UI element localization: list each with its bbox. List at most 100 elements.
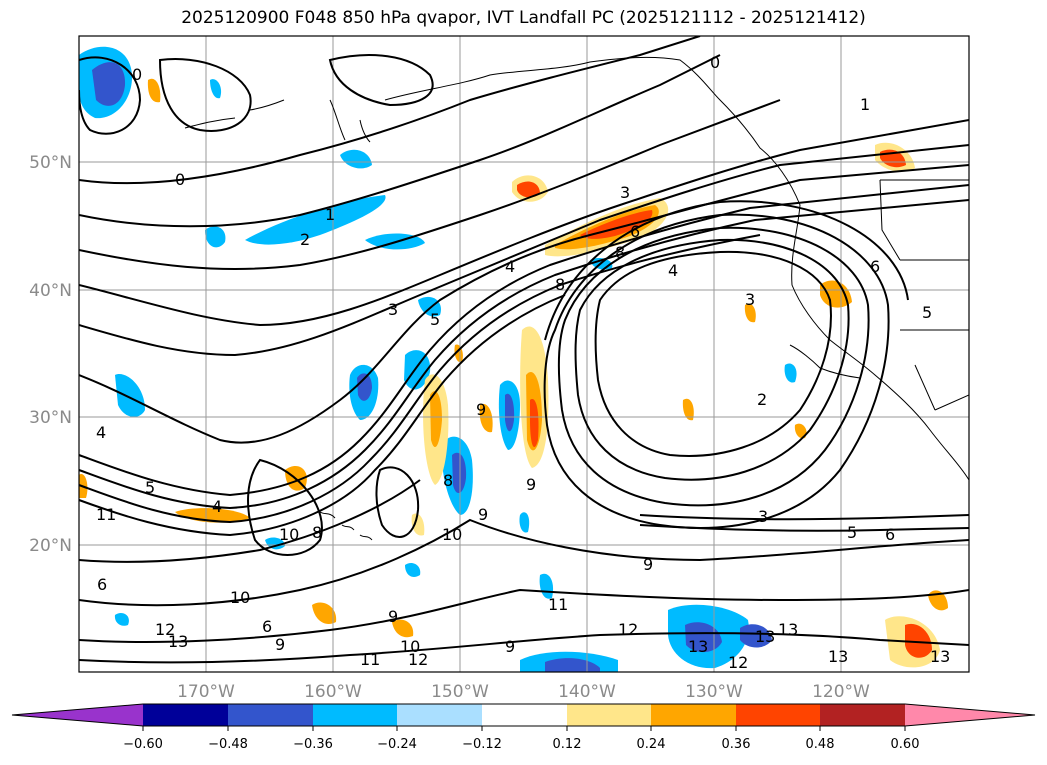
colorbar-segment [143, 704, 228, 726]
contour-label: 13 [930, 647, 950, 666]
lat-label: 40°N [29, 281, 72, 301]
neg-patch [505, 393, 515, 432]
colorbar-tick-label: −0.36 [293, 737, 333, 752]
contour-label: 0 [710, 53, 720, 72]
contour-label: 2 [757, 390, 767, 409]
contour-label: 4 [212, 497, 222, 516]
contour-label: 9 [275, 635, 285, 654]
pos-patch [744, 303, 756, 323]
contour-label: 8 [312, 523, 322, 542]
neg-patch [405, 563, 421, 577]
lon-label: 130°W [685, 682, 743, 702]
colorbar-tick-label: −0.60 [123, 737, 163, 752]
neg-patch [92, 62, 126, 106]
lon-label: 120°W [812, 682, 870, 702]
colorbar-segment [736, 704, 820, 726]
colorbar-segment [482, 704, 567, 726]
neg-patch [452, 452, 467, 494]
lat-label: 50°N [29, 153, 72, 173]
colorbar-tick-label: 0.48 [806, 737, 835, 752]
neg-patch [114, 613, 129, 626]
contour-label: 9 [643, 555, 653, 574]
neg-patch [519, 512, 530, 533]
contour-label: 13 [688, 637, 708, 656]
contour-label: 9 [526, 475, 536, 494]
contour-label: 6 [870, 257, 880, 276]
colorbar-segment [820, 704, 905, 726]
colorbar-segment [397, 704, 482, 726]
contour-label: 4 [96, 423, 106, 442]
pos-patch [392, 619, 414, 638]
neg-patch [545, 658, 600, 672]
neg-patch [340, 149, 372, 169]
map-frame [78, 35, 970, 673]
pos-patch [411, 513, 425, 536]
contour-label: 11 [96, 505, 116, 524]
contour-label: 6 [262, 617, 272, 636]
colorbar-tick-label: 0.36 [722, 737, 751, 752]
neg-patch [784, 363, 797, 383]
contour-label: 1 [860, 95, 870, 114]
pos-patch [580, 210, 653, 239]
neg-patch [357, 373, 372, 401]
neg-patch [740, 624, 772, 648]
pos-patch [905, 623, 932, 658]
contour-label: 1 [325, 205, 335, 224]
contour-label: 9 [505, 637, 515, 656]
shaded-fields [79, 46, 948, 672]
lat-label: 20°N [29, 536, 72, 556]
contour-label: 11 [360, 650, 380, 669]
latitude-labels: 50°N 40°N 30°N 20°N [29, 153, 72, 556]
lat-label: 30°N [29, 408, 72, 428]
contour-label: 8 [555, 275, 565, 294]
contour-label: 9 [478, 505, 488, 524]
contour-label: 10 [400, 637, 420, 656]
contour-label: 12 [155, 620, 175, 639]
pos-patch [147, 78, 161, 103]
contour-label: 9 [388, 607, 398, 626]
colorbar-tick-marks [142, 726, 906, 731]
neg-patch [404, 350, 431, 390]
colorbar-tick-label: 0.60 [891, 737, 920, 752]
colorbar: −0.60 −0.48 −0.36 −0.24 −0.12 0.12 0.24 … [11, 703, 1036, 752]
contour-label: 3 [388, 300, 398, 319]
coastlines [184, 56, 969, 541]
pos-patch [530, 399, 539, 448]
colorbar-tick-label: 0.24 [637, 737, 666, 752]
contour-label: 10 [442, 525, 462, 544]
lon-label: 160°W [304, 682, 362, 702]
neg-patch [685, 622, 722, 653]
lon-label: 150°W [431, 682, 489, 702]
contour-label: 8 [443, 471, 453, 490]
neg-patch [210, 79, 222, 99]
contour-labels: 0 0 0 1 1 2 2 3 3 3 3 4 4 4 4 5 5 5 5 6 … [96, 53, 950, 672]
colorbar-tick-label: 0.12 [553, 737, 582, 752]
contour-label: 4 [668, 261, 678, 280]
neg-patch [115, 374, 145, 417]
colorbar-segment [313, 704, 397, 726]
contour-label: 10 [230, 588, 250, 607]
pos-patch [430, 391, 442, 448]
contour-label: 6 [97, 575, 107, 594]
pos-patch [820, 280, 852, 308]
pos-patch [794, 423, 807, 439]
contour-label: 5 [430, 310, 440, 329]
lon-label: 140°W [558, 682, 616, 702]
contours [79, 36, 969, 664]
pos-patch [517, 181, 540, 198]
contour-label: 6 [885, 525, 895, 544]
contour-label: 8 [615, 243, 625, 262]
lon-label: 170°W [177, 682, 235, 702]
colorbar-extend-right [905, 704, 1035, 726]
contour-label: 3 [745, 290, 755, 309]
contour-label: 12 [728, 653, 748, 672]
longitude-labels: 170°W 160°W 150°W 140°W 130°W 120°W [177, 682, 870, 702]
contour-label: 13 [755, 627, 775, 646]
colorbar-extend-left [12, 704, 143, 726]
colorbar-tick-label: −0.12 [462, 737, 502, 752]
contour-label: 12 [618, 620, 638, 639]
contour-label: 6 [630, 222, 640, 241]
neg-patch [418, 296, 441, 317]
colorbar-tick-label: −0.24 [377, 737, 417, 752]
